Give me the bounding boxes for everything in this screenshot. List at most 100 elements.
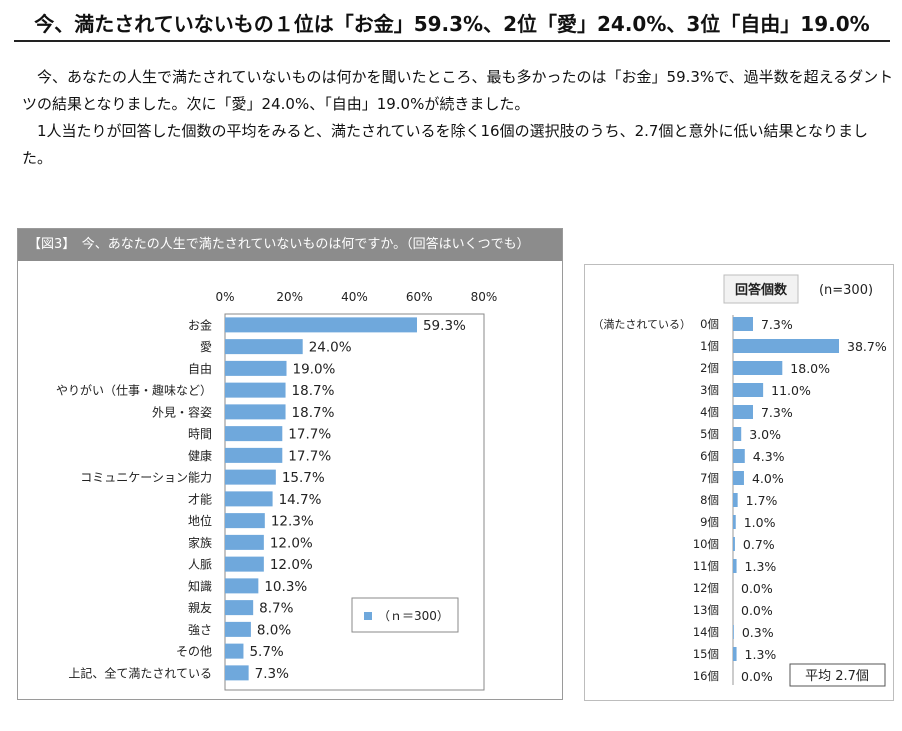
bar xyxy=(733,361,783,375)
category-label: その他 xyxy=(176,645,212,659)
category-label: 12個 xyxy=(693,581,719,595)
bar-value-label: 12.3% xyxy=(271,514,314,530)
category-label: 外見・容姿 xyxy=(152,404,212,419)
bar-value-label: 59.3% xyxy=(423,318,466,334)
bar-value-label: 3.0% xyxy=(749,427,781,442)
category-label: 1個 xyxy=(700,339,719,353)
figure-3-title: 【図3】 今、あなたの人生で満たされていないものは何ですか。（回答はいくつでも） xyxy=(18,229,562,261)
intro-paragraph-2: 1人当たりが回答した個数の平均をみると、満たされているを除く16個の選択肢のうち… xyxy=(22,122,868,167)
bar-value-label: 7.3% xyxy=(761,317,793,332)
bar-value-label: 24.0% xyxy=(309,340,352,356)
bar-value-label: 1.7% xyxy=(746,493,778,508)
bar xyxy=(225,534,264,550)
bar xyxy=(225,404,286,420)
category-label: 健康 xyxy=(188,448,212,463)
category-label: 2個 xyxy=(700,361,719,375)
bar xyxy=(225,382,286,398)
category-label: 6個 xyxy=(700,449,719,463)
bar-value-label: 12.0% xyxy=(270,535,313,551)
category-label: 時間 xyxy=(188,427,212,441)
figure-3-chart: 0% 20% 40% 60% 80% お金 59.3% 愛 24.0% 自由 19.0% やりがい（仕… xyxy=(56,290,498,691)
bar xyxy=(733,559,737,573)
bar xyxy=(225,643,244,659)
bar xyxy=(225,665,249,681)
bar xyxy=(733,537,735,551)
x-tick-label: 0% xyxy=(215,290,234,304)
bar xyxy=(225,491,273,507)
bar xyxy=(733,317,753,331)
category-label: 自由 xyxy=(188,362,212,376)
bar-value-label: 4.0% xyxy=(752,471,784,486)
bar xyxy=(225,426,283,442)
category-label: 15個 xyxy=(693,647,719,661)
bar-value-label: 1.3% xyxy=(745,647,777,662)
category-label: 13個 xyxy=(693,603,719,617)
bar-value-label: 0.0% xyxy=(741,581,773,596)
bar xyxy=(225,447,283,463)
x-tick-label: 60% xyxy=(406,290,433,304)
category-label: 親友 xyxy=(188,601,212,615)
bar-value-label: 11.0% xyxy=(771,383,811,398)
page-title: 今、満たされていないもの１位は「お金」59.3%、2位「愛」24.0%、3位「自… xyxy=(14,8,890,42)
bar-value-label: 18.0% xyxy=(790,361,830,376)
category-label: 才能 xyxy=(188,492,212,506)
category-label: 3個 xyxy=(700,383,719,397)
bar-value-label: 8.0% xyxy=(257,622,291,638)
bar-value-label: 18.7% xyxy=(292,405,335,421)
bar xyxy=(225,339,303,355)
answer-count-title-box xyxy=(723,274,799,304)
bar-value-label: 18.7% xyxy=(292,383,335,399)
average-label: 平均 2.7個 xyxy=(805,669,869,684)
category-note: （満たされている） xyxy=(592,318,691,331)
category-label: 5個 xyxy=(700,427,719,441)
bar xyxy=(225,317,417,333)
bar-value-label: 38.7% xyxy=(847,339,887,354)
category-label: 9個 xyxy=(700,515,719,529)
bar xyxy=(225,556,264,572)
bar xyxy=(225,469,276,485)
category-label: 0個 xyxy=(700,317,719,331)
bar-value-label: 14.7% xyxy=(279,492,322,508)
bar xyxy=(733,625,734,639)
bar-value-label: 0.0% xyxy=(741,669,773,684)
x-tick-label: 20% xyxy=(276,290,303,304)
category-label: 強さ xyxy=(188,623,212,637)
bar xyxy=(225,621,251,637)
answer-count-panel: 回答個数 (n=300) （満たされている） 0個 7.3% 1個 38.7% 2個 18.0%… xyxy=(584,264,894,701)
bar-value-label: 7.3% xyxy=(761,405,793,420)
intro-paragraph-1: 今、あなたの人生で満たされていないものは何かを聞いたところ、最も多かったのは「お… xyxy=(22,68,894,113)
legend-swatch xyxy=(364,612,372,620)
category-label: 16個 xyxy=(693,669,719,683)
bar xyxy=(225,513,265,529)
x-tick-label: 80% xyxy=(471,290,498,304)
bar xyxy=(733,449,745,463)
category-label: 知識 xyxy=(188,579,212,593)
category-label: 14個 xyxy=(693,625,719,639)
bar xyxy=(225,578,259,594)
category-label: 4個 xyxy=(700,405,719,419)
category-label: 愛 xyxy=(200,340,212,354)
bar-value-label: 0.0% xyxy=(741,603,773,618)
answer-count-chart: 回答個数 (n=300) （満たされている） 0個 7.3% 1個 38.7% 2個 18.0%… xyxy=(592,274,887,687)
bar-value-label: 5.7% xyxy=(249,644,283,660)
bar-value-label: 17.7% xyxy=(288,448,331,464)
bar-value-label: 7.3% xyxy=(255,666,289,682)
bar-value-label: 1.0% xyxy=(744,515,776,530)
x-tick-label: 40% xyxy=(341,290,368,304)
bar-value-label: 19.0% xyxy=(293,361,336,377)
category-label: 地位 xyxy=(188,513,212,528)
category-label: 10個 xyxy=(693,537,719,551)
figure-3-panel: 【図3】 今、あなたの人生で満たされていないものは何ですか。（回答はいくつでも）… xyxy=(17,228,563,700)
category-label: 7個 xyxy=(700,471,719,485)
bar xyxy=(225,360,287,376)
bar xyxy=(225,600,254,616)
bar-value-label: 15.7% xyxy=(282,470,325,486)
category-label: 家族 xyxy=(188,535,212,550)
bar xyxy=(733,383,764,397)
bar-value-label: 0.3% xyxy=(742,625,774,640)
bar xyxy=(733,339,839,353)
bar-value-label: 8.7% xyxy=(259,601,293,617)
bar xyxy=(733,427,742,441)
category-label: コミュニケーション能力 xyxy=(80,471,212,485)
bar xyxy=(733,493,738,507)
